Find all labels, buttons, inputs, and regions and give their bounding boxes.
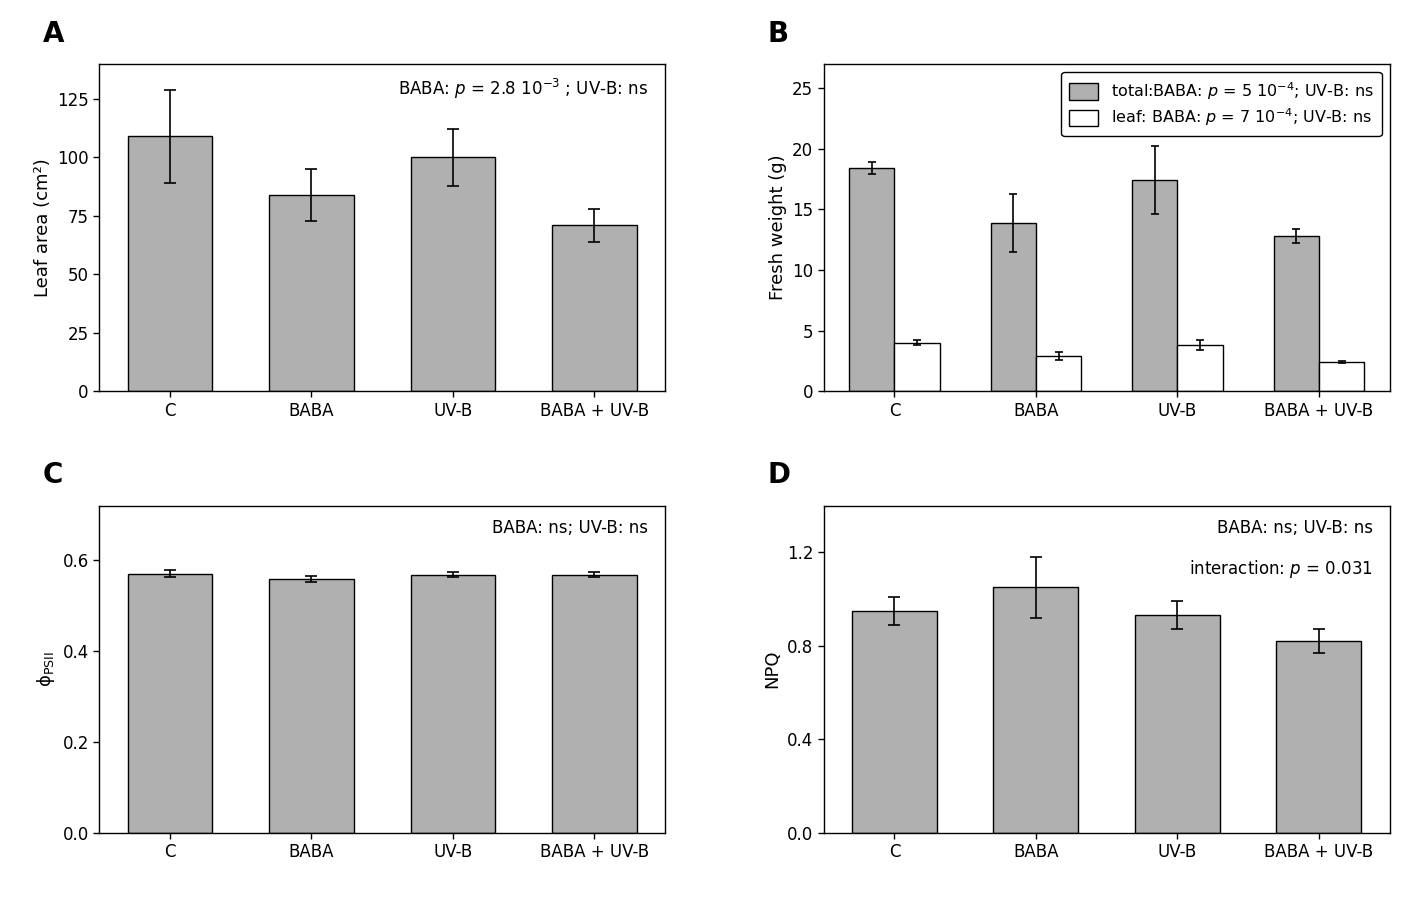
Bar [1319, 362, 1364, 391]
Bar [411, 575, 495, 833]
Text: BABA: $p$ = 2.8 10$^{-3}$ ; UV-B: ns: BABA: $p$ = 2.8 10$^{-3}$ ; UV-B: ns [398, 77, 648, 102]
Bar [849, 168, 895, 391]
Bar [1132, 180, 1177, 391]
Bar [1134, 616, 1219, 833]
Text: A: A [43, 20, 64, 48]
Text: BABA: ns; UV-B: ns: BABA: ns; UV-B: ns [492, 519, 648, 537]
Legend: total:BABA: $p$ = 5 10$^{-4}$; UV-B: ns, leaf: BABA: $p$ = 7 10$^{-4}$; UV-B: ns: total:BABA: $p$ = 5 10$^{-4}$; UV-B: ns,… [1061, 72, 1381, 136]
Bar [269, 579, 354, 833]
Text: BABA: ns; UV-B: ns: BABA: ns; UV-B: ns [1217, 519, 1373, 537]
Y-axis label: ϕ$_\mathregular{PSII}$: ϕ$_\mathregular{PSII}$ [35, 651, 57, 687]
Text: B: B [767, 20, 788, 48]
Bar [552, 575, 637, 833]
Bar [994, 587, 1078, 833]
Bar [128, 574, 213, 833]
Bar [895, 342, 940, 391]
Bar [128, 136, 213, 391]
Text: interaction: $p$ = 0.031: interaction: $p$ = 0.031 [1188, 558, 1373, 580]
Bar [552, 225, 637, 391]
Y-axis label: NPQ: NPQ [763, 650, 781, 688]
Bar [991, 222, 1037, 391]
Bar [411, 157, 495, 391]
Y-axis label: Leaf area (cm²): Leaf area (cm²) [34, 158, 51, 297]
Bar [1037, 356, 1081, 391]
Text: D: D [767, 461, 790, 490]
Y-axis label: Fresh weight (g): Fresh weight (g) [769, 155, 787, 300]
Bar [1276, 641, 1361, 833]
Text: C: C [43, 461, 62, 490]
Bar [1177, 345, 1222, 391]
Bar [269, 195, 354, 391]
Bar [1273, 236, 1319, 391]
Bar [852, 610, 937, 833]
